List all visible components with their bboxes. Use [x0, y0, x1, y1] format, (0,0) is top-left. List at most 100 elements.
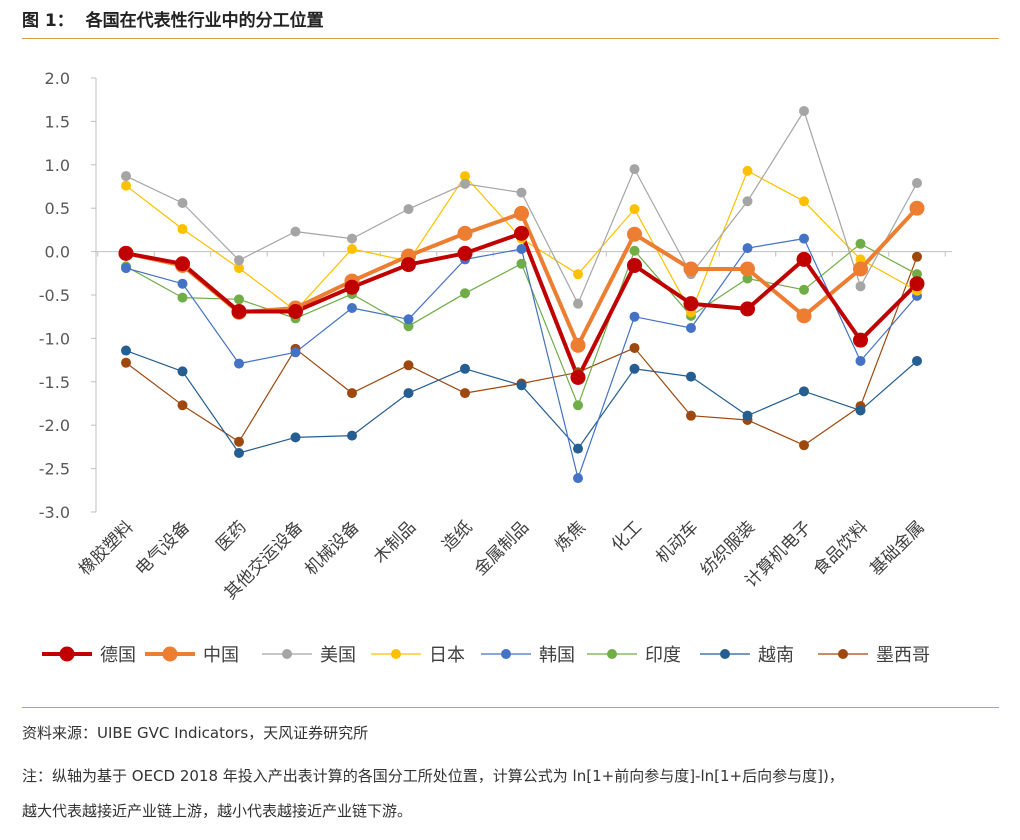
data-point: [799, 440, 809, 451]
x-tick-label: 医药: [212, 517, 250, 555]
data-point: [683, 296, 699, 312]
data-point: [401, 257, 416, 273]
data-point: [347, 233, 357, 244]
legend-item: 美国: [262, 645, 356, 666]
data-point: [799, 386, 809, 397]
legend-label: 美国: [320, 645, 356, 666]
data-point: [234, 436, 244, 447]
legend-label: 越南: [758, 645, 794, 666]
data-point: [573, 473, 583, 484]
series-line-越南: [125, 350, 918, 454]
data-point: [457, 225, 473, 241]
data-point: [799, 233, 809, 244]
data-point: [686, 371, 696, 382]
data-point: [403, 321, 414, 332]
data-point: [344, 279, 360, 295]
legend-swatch-marker: [391, 649, 401, 659]
data-point: [516, 380, 527, 391]
x-tick-label: 机动车: [652, 517, 702, 567]
data-point: [629, 363, 640, 374]
data-point: [460, 171, 470, 182]
data-point: [740, 261, 755, 277]
figure-title: 图 1： 各国在代表性行业中的分工位置: [22, 11, 324, 31]
data-point: [177, 224, 188, 235]
legend-swatch-marker: [501, 649, 511, 659]
data-point: [627, 226, 642, 242]
data-point: [799, 196, 809, 207]
data-point: [121, 180, 131, 191]
x-tick-label: 木制品: [370, 517, 420, 567]
legend-swatch-marker: [162, 646, 178, 662]
data-point: [460, 363, 470, 374]
data-point: [514, 225, 529, 241]
data-point: [573, 269, 583, 280]
data-point: [234, 294, 244, 305]
data-point: [853, 261, 868, 277]
y-tick-label: -1.5: [39, 373, 70, 392]
chart-legend: 德国 中国 美国 日本 韩国 印度 越南 墨西哥: [42, 645, 930, 666]
legend-label: 墨西哥: [876, 645, 930, 666]
data-point: [573, 443, 583, 454]
data-point: [629, 245, 640, 256]
formula-note: 注：纵轴为基于 OECD 2018 年投入产出表计算的各国分工所处位置，计算公式…: [22, 767, 844, 785]
data-point: [288, 303, 303, 319]
legend-item: 韩国: [481, 645, 575, 666]
data-point: [460, 388, 470, 399]
data-point: [177, 366, 188, 377]
data-point: [234, 358, 244, 369]
legend-swatch-marker: [59, 646, 75, 662]
data-point: [796, 308, 812, 324]
data-point: [175, 256, 190, 272]
data-point: [460, 288, 470, 299]
data-point: [855, 405, 866, 416]
data-point: [121, 345, 131, 356]
data-point: [627, 257, 642, 273]
x-tick-label: 机械设备: [301, 517, 363, 579]
interpretation-note: 越大代表越接近产业链上游，越小代表越接近产业链下游。: [22, 802, 413, 820]
series-line-墨西哥: [125, 256, 918, 446]
y-tick-label: 0.0: [45, 243, 70, 262]
data-point: [177, 292, 188, 303]
data-point: [231, 303, 247, 319]
y-tick-label: -2.5: [39, 460, 70, 479]
legend-item: 中国: [145, 645, 239, 666]
data-point: [347, 388, 357, 399]
x-tick-label: 造纸: [438, 517, 476, 555]
data-point: [686, 410, 696, 421]
data-point: [347, 303, 357, 314]
data-point: [796, 251, 812, 267]
data-point: [121, 171, 131, 182]
data-point: [516, 243, 527, 254]
legend-item: 德国: [42, 645, 136, 666]
y-tick-label: -3.0: [39, 503, 70, 522]
data-point: [177, 197, 188, 208]
x-tick-label: 基础金属: [866, 517, 928, 579]
data-point: [403, 388, 414, 399]
data-point: [799, 284, 809, 295]
data-point: [290, 347, 301, 358]
data-point: [177, 400, 188, 411]
y-tick-label: 2.0: [45, 69, 70, 88]
data-point: [290, 432, 301, 443]
x-tick-label: 炼焦: [551, 517, 589, 555]
data-point: [629, 342, 640, 353]
legend-label: 韩国: [539, 645, 575, 666]
data-point: [912, 251, 922, 262]
data-point: [570, 337, 586, 353]
data-point: [629, 164, 640, 175]
x-tick-label: 化工: [608, 517, 646, 555]
data-point: [573, 400, 583, 411]
legend-item: 越南: [700, 645, 794, 666]
data-point: [683, 261, 699, 277]
source-note: 资料来源：UIBE GVC Indicators，天风证券研究所: [22, 724, 369, 742]
data-point: [742, 243, 753, 254]
data-point: [629, 204, 640, 215]
data-point: [909, 276, 925, 292]
data-point: [118, 245, 134, 261]
data-point: [121, 357, 131, 368]
y-tick-label: 1.5: [45, 112, 70, 131]
legend-label: 日本: [429, 645, 465, 666]
legend-item: 日本: [371, 645, 465, 666]
data-point: [516, 258, 527, 269]
data-point: [742, 165, 753, 176]
